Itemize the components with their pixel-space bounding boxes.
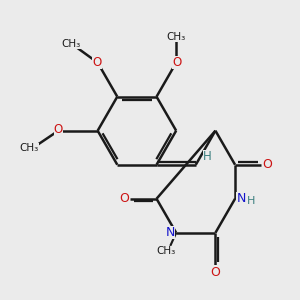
Text: O: O xyxy=(172,56,182,69)
Text: O: O xyxy=(211,266,220,278)
Text: CH₃: CH₃ xyxy=(157,246,176,256)
Text: CH₃: CH₃ xyxy=(62,39,81,49)
Text: O: O xyxy=(92,56,102,69)
Text: O: O xyxy=(54,123,63,136)
Text: CH₃: CH₃ xyxy=(19,143,39,153)
Text: O: O xyxy=(262,158,272,171)
Text: N: N xyxy=(236,192,246,205)
Text: H: H xyxy=(203,150,212,163)
Text: CH₃: CH₃ xyxy=(167,32,186,42)
Text: O: O xyxy=(119,192,129,205)
Text: N: N xyxy=(166,226,175,239)
Text: H: H xyxy=(247,196,256,206)
